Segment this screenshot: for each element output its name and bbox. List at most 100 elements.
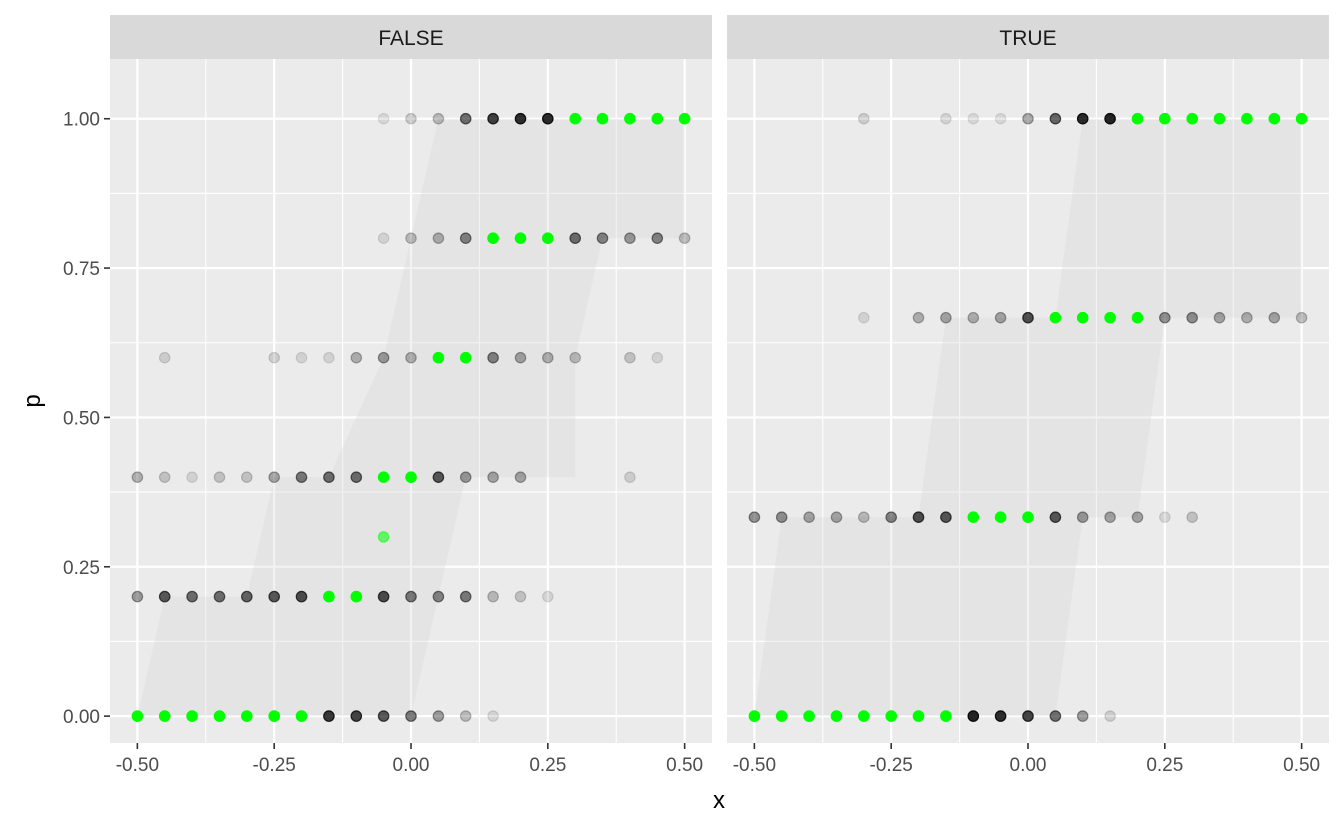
x-tick-label: 0.00 bbox=[393, 755, 430, 776]
y-tick-label: 0.75 bbox=[63, 259, 100, 280]
highlight-point bbox=[624, 112, 636, 125]
data-point bbox=[678, 232, 691, 244]
highlight-point bbox=[268, 710, 280, 722]
data-point bbox=[432, 112, 445, 125]
data-point bbox=[131, 590, 144, 603]
data-point bbox=[940, 112, 952, 125]
data-point bbox=[803, 511, 815, 523]
y-tick-label: 0.00 bbox=[63, 707, 100, 728]
data-point bbox=[295, 351, 308, 364]
data-point bbox=[1049, 511, 1062, 523]
data-point bbox=[967, 710, 980, 722]
data-point bbox=[651, 232, 664, 244]
data-point bbox=[213, 590, 226, 603]
x-tick-label: -0.50 bbox=[733, 755, 776, 776]
data-point bbox=[186, 471, 198, 483]
confidence-ribbon bbox=[137, 118, 685, 717]
data-point bbox=[405, 232, 417, 244]
data-point bbox=[377, 232, 390, 244]
x-axis: -0.50 -0.25 0.00 0.25 0.50 bbox=[116, 743, 703, 776]
highlight-point bbox=[1076, 311, 1089, 324]
point-layer bbox=[131, 112, 691, 722]
data-point bbox=[268, 590, 280, 603]
data-point bbox=[487, 590, 499, 603]
data-point bbox=[1076, 112, 1089, 125]
highlight-point bbox=[514, 232, 527, 244]
highlight-point bbox=[350, 590, 363, 603]
data-point bbox=[651, 351, 664, 364]
data-point bbox=[323, 471, 335, 483]
data-point bbox=[940, 511, 952, 523]
x-axis-title: x bbox=[713, 787, 725, 814]
data-point bbox=[186, 590, 198, 603]
highlight-point bbox=[131, 710, 144, 722]
strip-label: TRUE bbox=[999, 27, 1056, 50]
highlight-point bbox=[377, 471, 390, 483]
x-tick-label: -0.25 bbox=[870, 755, 913, 776]
data-point bbox=[1022, 112, 1034, 125]
data-point bbox=[541, 112, 554, 125]
data-point bbox=[350, 471, 363, 483]
x-tick-label: 0.50 bbox=[1283, 755, 1320, 776]
highlight-point bbox=[1022, 511, 1034, 523]
data-point bbox=[350, 710, 363, 722]
data-point bbox=[967, 112, 980, 125]
highlight-point bbox=[1104, 311, 1116, 324]
highlight-point bbox=[1213, 112, 1226, 125]
data-point bbox=[1131, 511, 1144, 523]
data-point bbox=[857, 511, 870, 523]
highlight-point bbox=[377, 531, 390, 543]
highlight-point bbox=[186, 710, 198, 722]
data-point bbox=[487, 471, 499, 483]
confidence-ribbon bbox=[754, 118, 1302, 717]
data-point bbox=[1076, 710, 1089, 722]
data-point bbox=[885, 511, 897, 523]
highlight-point bbox=[912, 710, 925, 722]
y-tick-label: 0.25 bbox=[63, 558, 100, 579]
data-point bbox=[967, 311, 980, 324]
data-point bbox=[213, 471, 226, 483]
y-tick-label: 1.00 bbox=[63, 110, 100, 131]
highlight-point bbox=[1049, 311, 1062, 324]
data-point bbox=[940, 311, 952, 324]
data-point bbox=[624, 471, 636, 483]
highlight-point bbox=[994, 511, 1007, 523]
data-point bbox=[1104, 511, 1116, 523]
highlight-point bbox=[857, 710, 870, 722]
data-point bbox=[241, 590, 253, 603]
highlight-point bbox=[967, 511, 980, 523]
highlight-point bbox=[1131, 311, 1144, 324]
data-point bbox=[1241, 311, 1253, 324]
data-point bbox=[857, 112, 870, 125]
strip-background bbox=[110, 15, 712, 59]
data-point bbox=[1186, 311, 1198, 324]
highlight-point bbox=[432, 351, 445, 364]
ribbon-layer bbox=[754, 118, 1302, 717]
data-point bbox=[569, 351, 581, 364]
data-point bbox=[459, 471, 472, 483]
grid-lines bbox=[110, 59, 712, 743]
data-point bbox=[158, 590, 171, 603]
data-point bbox=[295, 590, 308, 603]
data-point bbox=[459, 112, 472, 125]
data-point bbox=[405, 351, 417, 364]
highlight-point bbox=[1131, 112, 1144, 125]
x-tick-label: 0.00 bbox=[1010, 755, 1047, 776]
data-point bbox=[1022, 710, 1034, 722]
data-point bbox=[514, 590, 527, 603]
data-point bbox=[131, 471, 144, 483]
data-point bbox=[323, 710, 335, 722]
data-point bbox=[268, 351, 280, 364]
facet-panel-false: FALSE -0.50 -0.25 0.00 0.25 0.50 bbox=[110, 15, 712, 776]
highlight-point bbox=[158, 710, 171, 722]
highlight-point bbox=[803, 710, 815, 722]
data-point bbox=[1159, 311, 1171, 324]
highlight-point bbox=[940, 710, 952, 722]
x-tick-label: 0.50 bbox=[666, 755, 703, 776]
highlight-point bbox=[678, 112, 691, 125]
data-point bbox=[1076, 511, 1089, 523]
data-point bbox=[350, 351, 363, 364]
data-point bbox=[158, 351, 171, 364]
data-point bbox=[857, 311, 870, 324]
